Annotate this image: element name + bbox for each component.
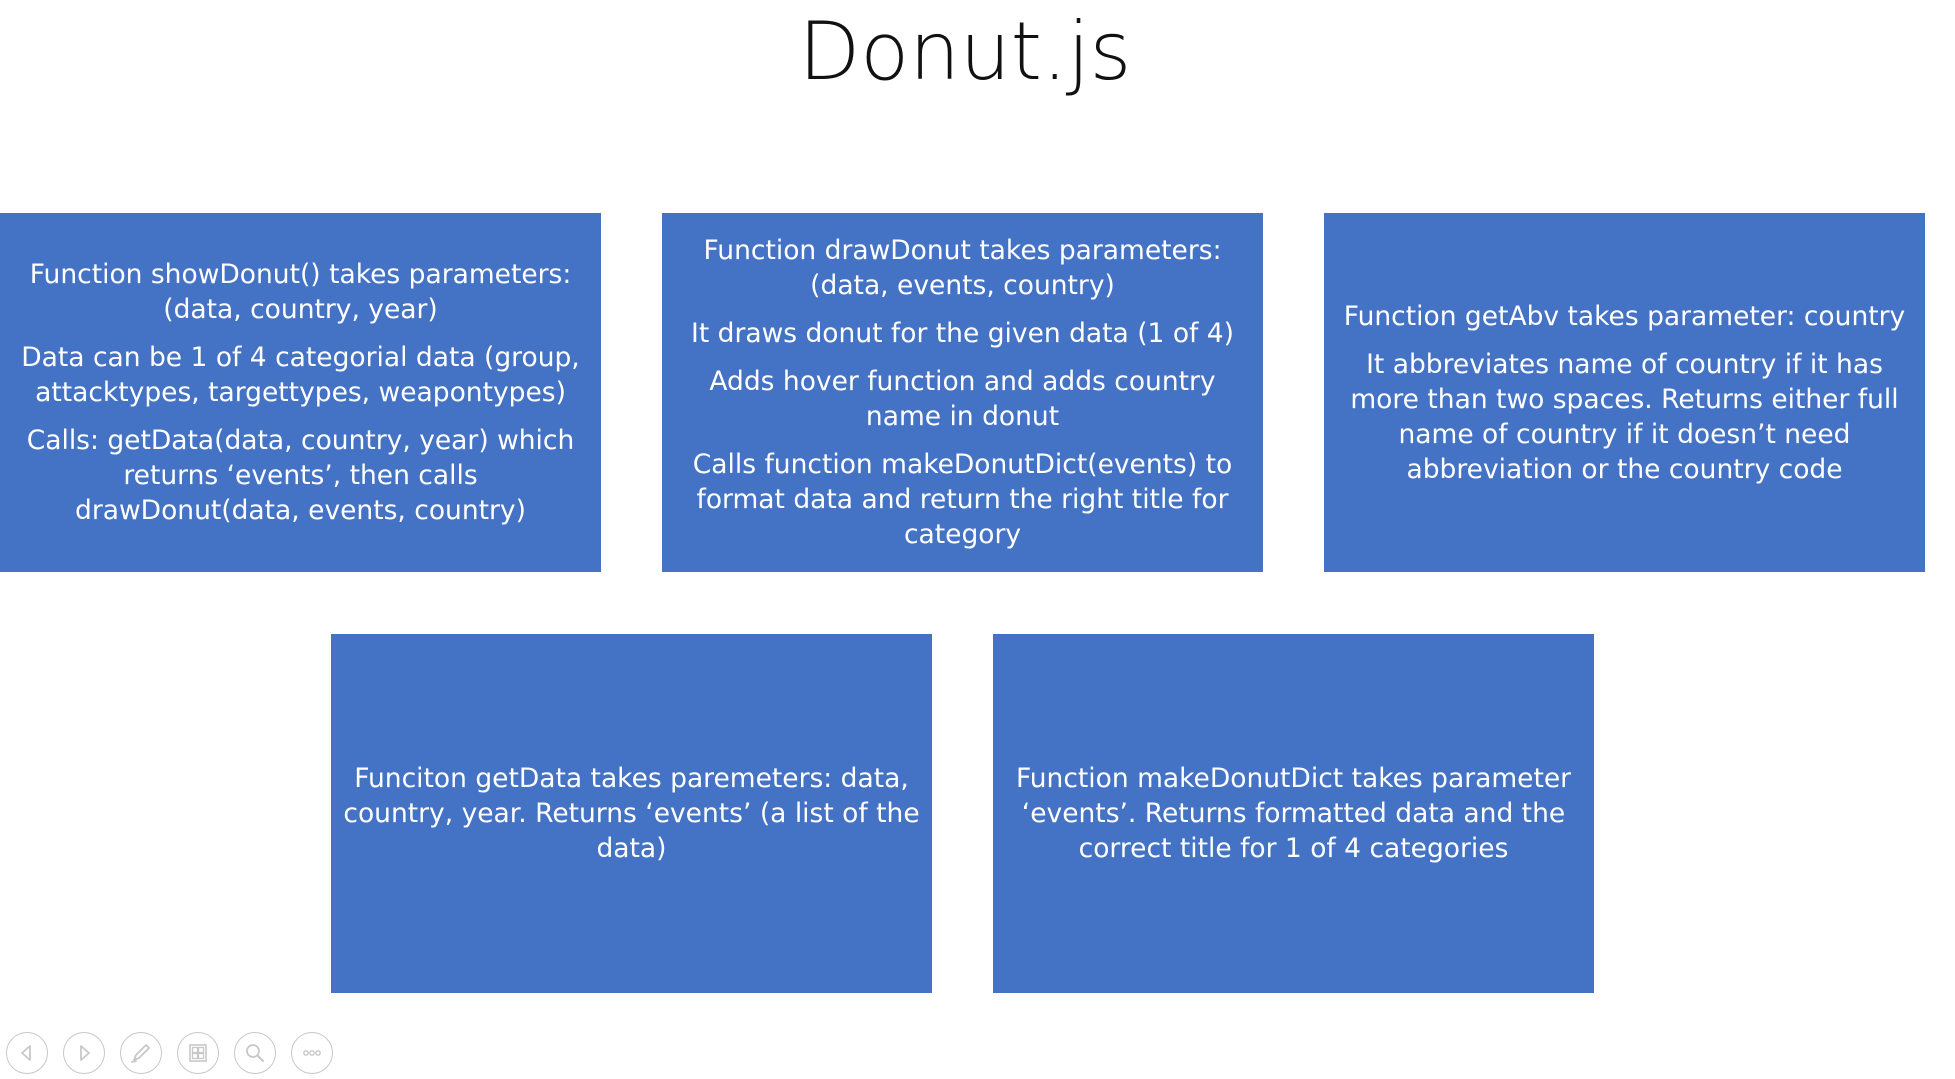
pen-icon bbox=[131, 1044, 150, 1063]
slide-title: Donut.js bbox=[798, 5, 1132, 98]
next-button[interactable] bbox=[63, 1032, 105, 1074]
drawdonut-line-calls: Calls function makeDonutDict(events) to … bbox=[692, 449, 1233, 550]
getabv-line-desc: It abbreviates name of country if it has… bbox=[1350, 348, 1899, 485]
drawdonut-box: Function drawDonut takes parameters: (da… bbox=[662, 213, 1263, 572]
showdonut-line-params: Function showDonut() takes parameters: (… bbox=[29, 259, 572, 325]
makedonutdict-line-desc: Function makeDonutDict takes parameter ‘… bbox=[1015, 763, 1572, 864]
slides-icon bbox=[189, 1044, 207, 1062]
next-icon bbox=[80, 1045, 90, 1061]
getdata-box: Funciton getData takes paremeters: data,… bbox=[331, 634, 932, 993]
getabv-line-params: Function getAbv takes parameter: country bbox=[1343, 300, 1906, 332]
pen-button[interactable] bbox=[120, 1032, 162, 1074]
getdata-line-desc: Funciton getData takes paremeters: data,… bbox=[343, 763, 920, 864]
showdonut-box: Function showDonut() takes parameters: (… bbox=[0, 213, 601, 572]
more-button[interactable] bbox=[291, 1032, 333, 1074]
showdonut-line-calls: Calls: getData(data, country, year) whic… bbox=[26, 425, 575, 526]
slideshow-toolbar bbox=[6, 1032, 333, 1074]
drawdonut-line-params: Function drawDonut takes parameters: (da… bbox=[703, 235, 1222, 301]
showdonut-line-data: Data can be 1 of 4 categorial data (grou… bbox=[21, 342, 580, 408]
makedonutdict-box: Function makeDonutDict takes parameter ‘… bbox=[993, 634, 1594, 993]
slides-button[interactable] bbox=[177, 1032, 219, 1074]
getabv-box: Function getAbv takes parameter: country… bbox=[1324, 213, 1925, 572]
previous-icon bbox=[21, 1045, 31, 1061]
zoom-icon bbox=[246, 1044, 265, 1063]
drawdonut-line-hover: Adds hover function and adds country nam… bbox=[709, 366, 1216, 432]
zoom-button[interactable] bbox=[234, 1032, 276, 1074]
more-icon bbox=[303, 1050, 321, 1056]
drawdonut-line-draws: It draws donut for the given data (1 of … bbox=[691, 318, 1234, 349]
previous-button[interactable] bbox=[6, 1032, 48, 1074]
